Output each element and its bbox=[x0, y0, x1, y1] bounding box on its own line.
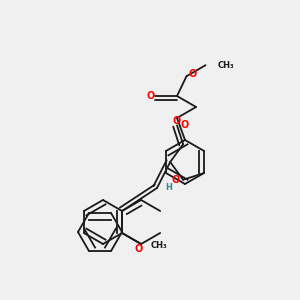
Text: O: O bbox=[171, 175, 179, 185]
Text: O: O bbox=[135, 244, 143, 254]
Text: O: O bbox=[173, 116, 181, 126]
Text: CH₃: CH₃ bbox=[218, 61, 234, 70]
Text: O: O bbox=[147, 91, 155, 101]
Text: O: O bbox=[188, 69, 197, 79]
Text: CH₃: CH₃ bbox=[151, 242, 168, 250]
Text: H: H bbox=[166, 184, 172, 193]
Text: O: O bbox=[181, 120, 189, 130]
